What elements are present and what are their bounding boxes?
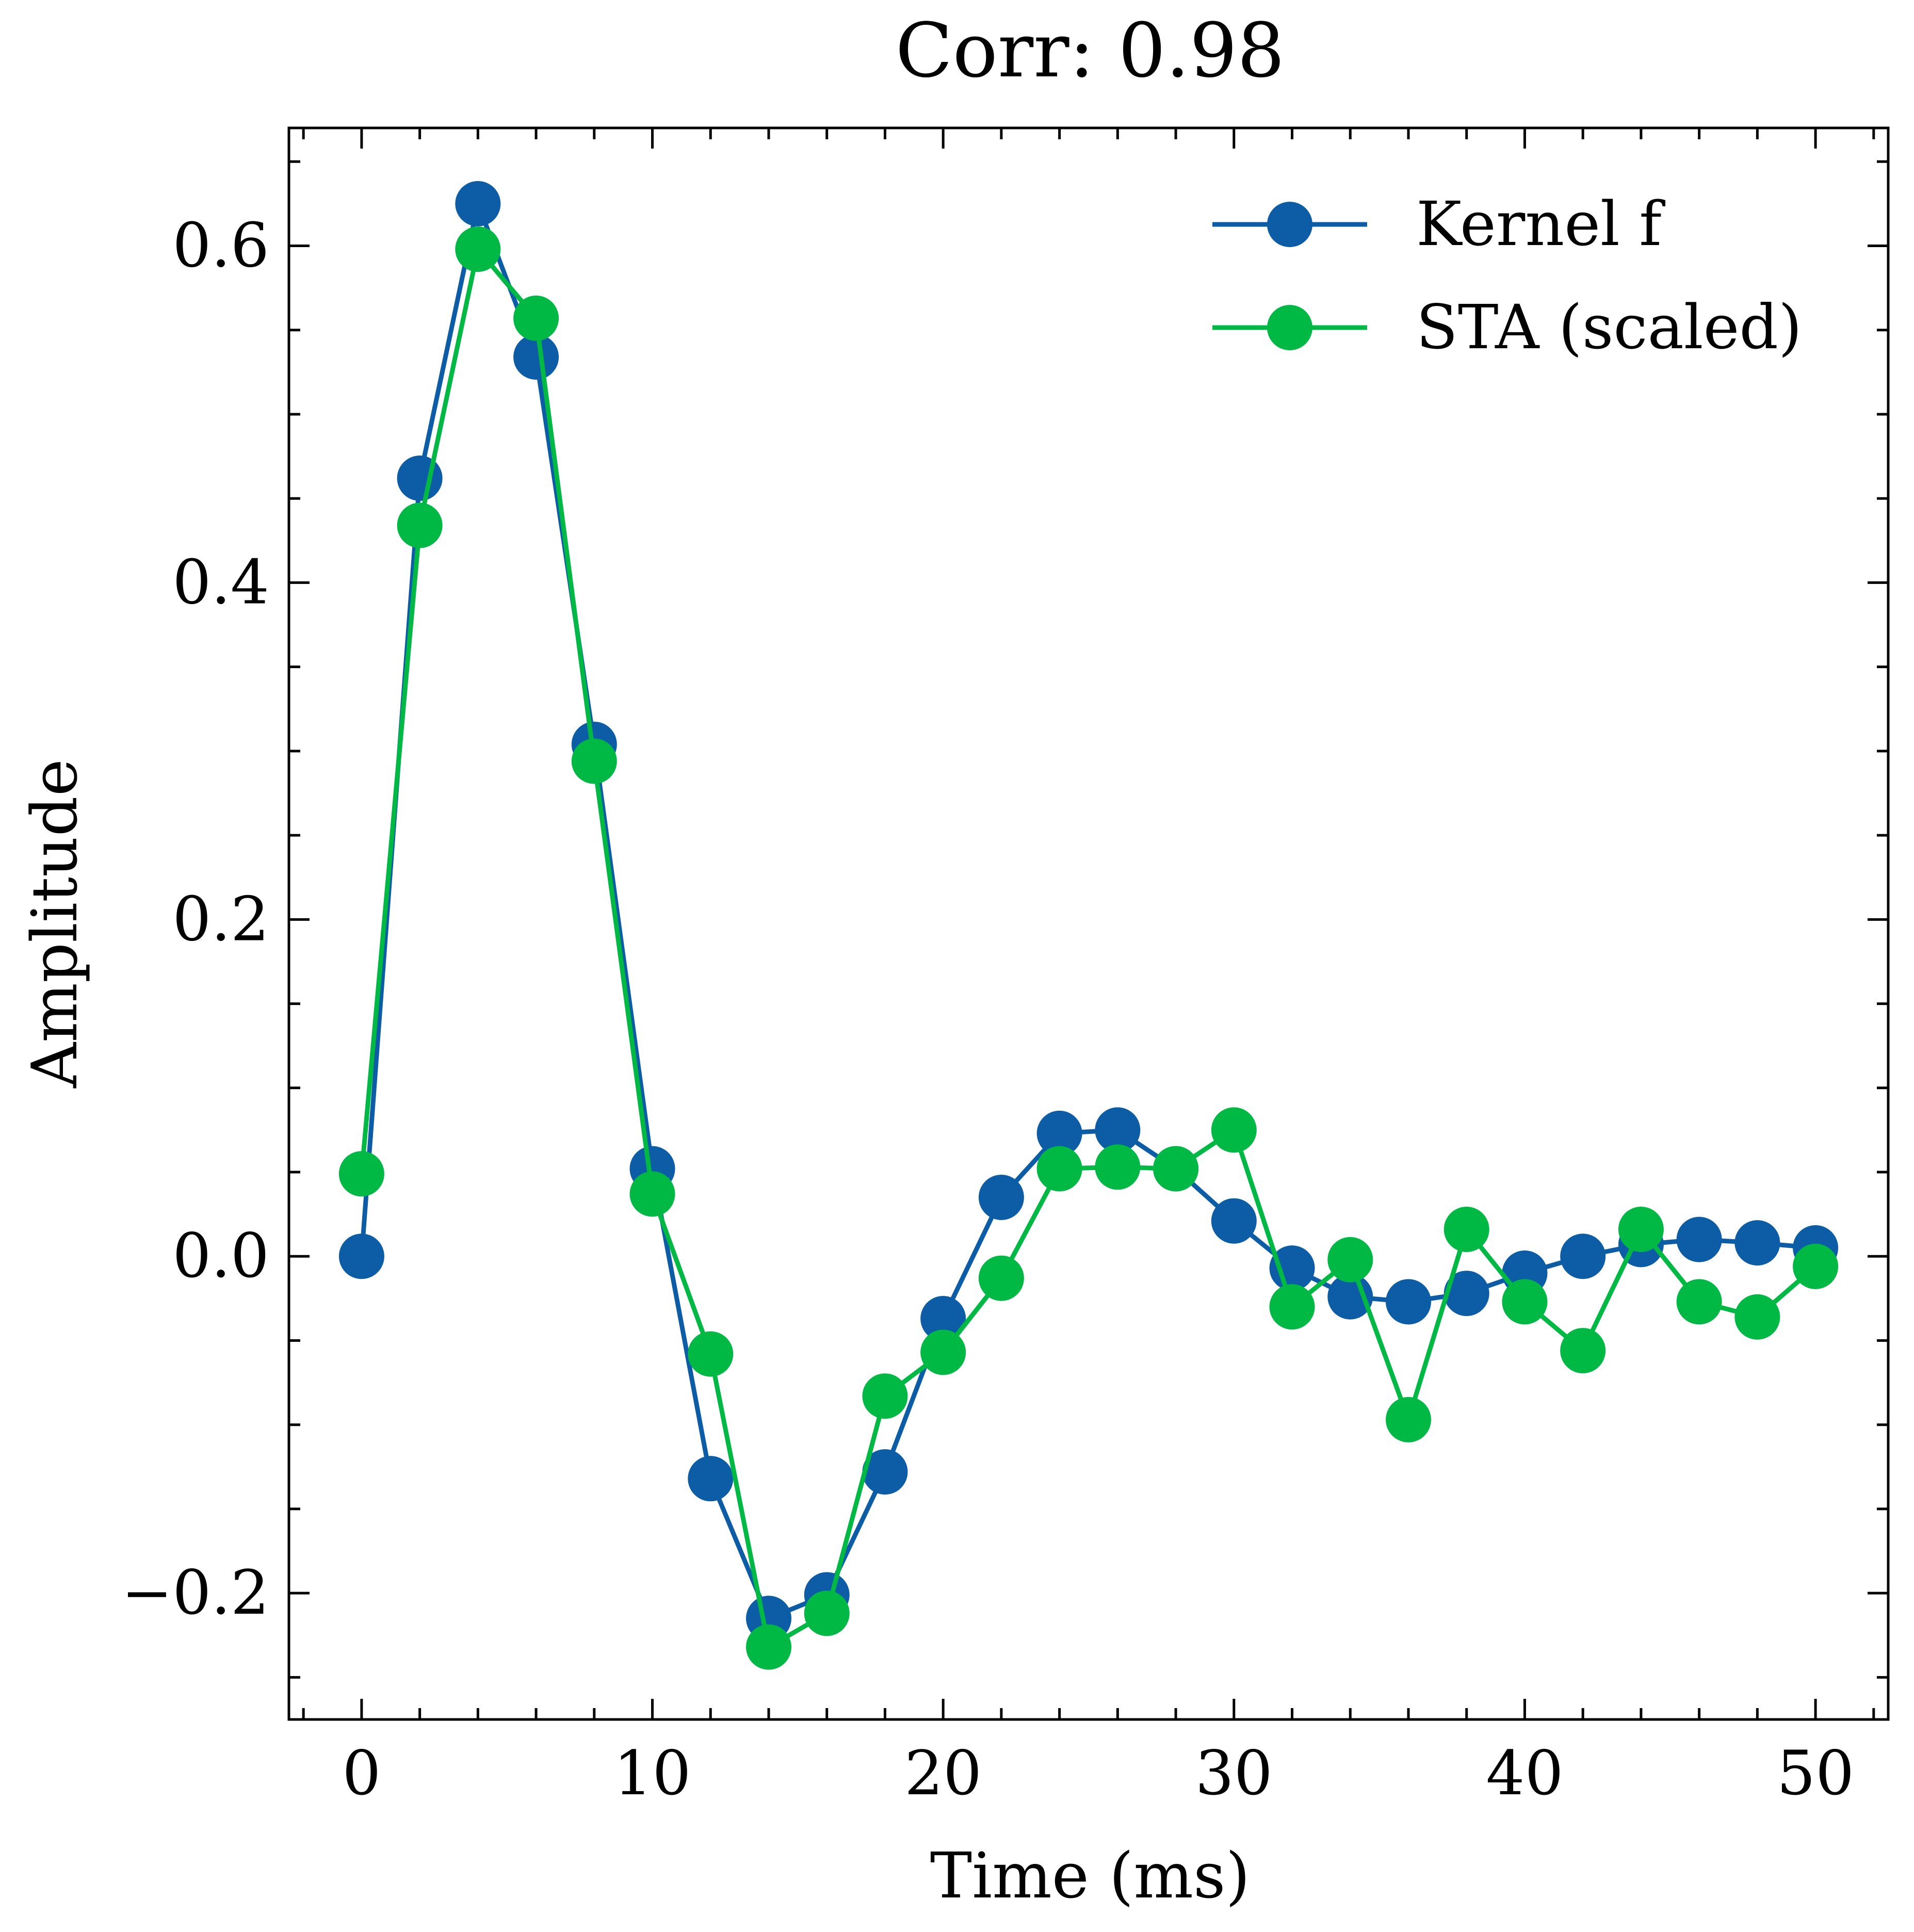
data-point (1095, 1144, 1141, 1190)
data-point (513, 295, 559, 341)
y-tick-label: 0.6 (172, 210, 269, 281)
data-point (571, 738, 617, 784)
x-tick-labels: 0 10 20 30 40 50 (342, 1738, 1854, 1809)
data-point (920, 1296, 966, 1342)
data-point (1560, 1233, 1606, 1279)
axis-ticks (289, 128, 1888, 1719)
data-point (688, 1331, 734, 1377)
data-point (1676, 1216, 1722, 1262)
data-point (397, 456, 443, 501)
data-point (1036, 1110, 1082, 1156)
data-point (978, 1255, 1024, 1301)
series-2 (338, 226, 1839, 1670)
data-point (1676, 1279, 1722, 1325)
legend-marker (1267, 202, 1312, 247)
y-tick-label: 0.0 (172, 1220, 269, 1291)
x-axis-label: Time (ms) (930, 1839, 1251, 1912)
data-point (1269, 1284, 1315, 1330)
data-point (1734, 1294, 1780, 1340)
series-1 (338, 181, 1839, 1642)
plot-area (287, 126, 1890, 1721)
data-point (397, 502, 443, 548)
x-tick-label: 20 (904, 1738, 982, 1809)
data-point (1095, 1107, 1141, 1153)
legend-marker (1267, 305, 1312, 350)
data-point (1793, 1243, 1839, 1289)
data-point (1211, 1198, 1257, 1244)
data-point (862, 1449, 908, 1495)
x-tick-label: 0 (342, 1738, 381, 1809)
data-point (1211, 1107, 1257, 1153)
legend-entry: Kernel f (1212, 188, 1665, 259)
data-point (1443, 1271, 1489, 1317)
y-tick-label: 0.4 (172, 546, 269, 618)
data-point (1618, 1207, 1664, 1253)
legend-label: STA (scaled) (1416, 291, 1802, 363)
legend-entry: STA (scaled) (1212, 291, 1802, 363)
data-point (338, 1233, 384, 1279)
data-point (1560, 1328, 1606, 1374)
data-point (513, 334, 559, 380)
legend: Kernel f STA (scaled) (1212, 188, 1802, 363)
data-point (455, 226, 501, 272)
x-tick-label: 30 (1195, 1738, 1273, 1809)
data-point (1734, 1220, 1780, 1266)
data-point (1327, 1237, 1373, 1282)
chart-title: Corr: 0.98 (896, 7, 1285, 94)
y-tick-labels: −0.2 0.0 0.2 0.4 0.6 (121, 210, 269, 1629)
data-point (1443, 1207, 1489, 1253)
data-point (746, 1624, 791, 1670)
data-point (1386, 1397, 1431, 1442)
data-point (455, 181, 501, 226)
series-line (359, 247, 1818, 1650)
data-point (688, 1456, 734, 1502)
legend-label: Kernel f (1416, 188, 1665, 259)
data-point (1386, 1279, 1431, 1325)
data-point (920, 1329, 966, 1375)
data-point (862, 1373, 908, 1419)
data-point (338, 1151, 384, 1197)
x-tick-label: 50 (1777, 1738, 1854, 1809)
data-point (1502, 1279, 1548, 1325)
y-tick-label: −0.2 (121, 1557, 269, 1628)
data-point (978, 1174, 1024, 1220)
data-point (1153, 1146, 1199, 1192)
y-tick-label: 0.2 (172, 883, 269, 954)
data-point (804, 1590, 850, 1636)
y-axis-label: Amplitude (18, 759, 91, 1089)
series-line (359, 201, 1816, 1621)
data-point (1036, 1146, 1082, 1192)
x-tick-label: 10 (613, 1738, 691, 1809)
data-point (629, 1171, 675, 1217)
series-group (338, 181, 1839, 1670)
x-tick-label: 40 (1486, 1738, 1563, 1809)
